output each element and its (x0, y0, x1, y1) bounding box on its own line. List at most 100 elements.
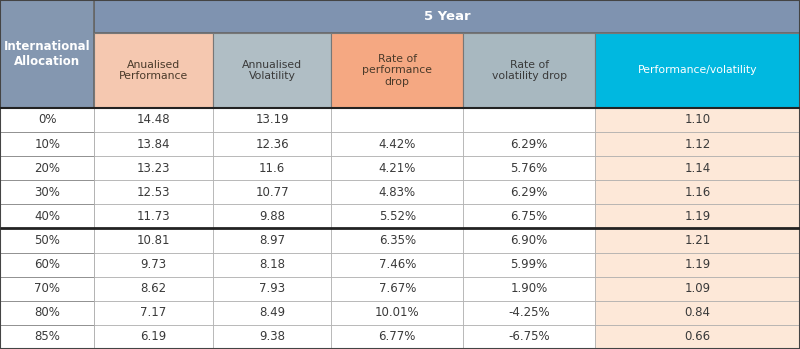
Text: Anualised
Performance: Anualised Performance (119, 60, 188, 81)
Text: 1.19: 1.19 (685, 210, 710, 223)
Text: 6.29%: 6.29% (510, 186, 548, 199)
Text: 9.73: 9.73 (141, 258, 166, 271)
Text: 6.35%: 6.35% (378, 234, 416, 247)
Text: 10.01%: 10.01% (375, 306, 419, 319)
Bar (0, 108, 94, 132)
Text: 6.75%: 6.75% (510, 210, 548, 223)
Bar (595, 204, 800, 228)
Text: 8.18: 8.18 (259, 258, 285, 271)
Text: 6.90%: 6.90% (510, 234, 548, 247)
Bar (595, 132, 800, 156)
Text: 30%: 30% (34, 186, 60, 199)
Bar (0, 253, 94, 277)
Bar (463, 325, 595, 349)
Bar (331, 253, 463, 277)
Bar (463, 253, 595, 277)
Bar (331, 204, 463, 228)
Text: Annualised
Volatility: Annualised Volatility (242, 60, 302, 81)
Bar (331, 180, 463, 204)
Bar (94, 325, 213, 349)
Text: 5.99%: 5.99% (510, 258, 548, 271)
Text: 80%: 80% (34, 306, 60, 319)
Bar (213, 108, 331, 132)
Bar (213, 180, 331, 204)
Text: 5 Year: 5 Year (424, 10, 470, 23)
Text: 1.14: 1.14 (685, 162, 710, 174)
Bar (94, 253, 213, 277)
Bar (331, 325, 463, 349)
Text: 1.09: 1.09 (685, 282, 710, 295)
Text: 40%: 40% (34, 210, 60, 223)
Text: 0%: 0% (38, 113, 57, 126)
Text: Performance/volatility: Performance/volatility (638, 65, 758, 75)
Text: 10.81: 10.81 (137, 234, 170, 247)
Text: 13.19: 13.19 (255, 113, 289, 126)
Text: 13.23: 13.23 (137, 162, 170, 174)
Text: 4.83%: 4.83% (378, 186, 416, 199)
Bar (463, 156, 595, 180)
Text: 1.19: 1.19 (685, 258, 710, 271)
Bar (331, 277, 463, 301)
Text: 1.10: 1.10 (685, 113, 710, 126)
Text: 10.77: 10.77 (255, 186, 289, 199)
Bar (94, 108, 213, 132)
Text: 0.66: 0.66 (685, 331, 710, 343)
Bar (0, 229, 94, 253)
Text: Rate of
volatility drop: Rate of volatility drop (492, 60, 566, 81)
Text: 5.52%: 5.52% (378, 210, 416, 223)
Bar (331, 33, 463, 108)
Text: 7.46%: 7.46% (378, 258, 416, 271)
Bar (94, 180, 213, 204)
Text: 9.88: 9.88 (259, 210, 285, 223)
Text: 0.84: 0.84 (685, 306, 710, 319)
Bar (213, 132, 331, 156)
Bar (213, 33, 331, 108)
Text: 4.21%: 4.21% (378, 162, 416, 174)
Bar (94, 132, 213, 156)
Text: 8.97: 8.97 (259, 234, 285, 247)
Text: 1.90%: 1.90% (510, 282, 548, 295)
Text: 13.84: 13.84 (137, 138, 170, 150)
Text: 7.17: 7.17 (141, 306, 166, 319)
Bar (595, 180, 800, 204)
Bar (595, 156, 800, 180)
Text: 70%: 70% (34, 282, 60, 295)
Bar (94, 33, 213, 108)
Text: 12.36: 12.36 (255, 138, 289, 150)
Text: -6.75%: -6.75% (508, 331, 550, 343)
Bar (94, 229, 213, 253)
Text: International
Allocation: International Allocation (4, 40, 90, 68)
Bar (331, 108, 463, 132)
Bar (0, 132, 94, 156)
Bar (94, 204, 213, 228)
Bar (0, 156, 94, 180)
Bar (0, 204, 94, 228)
Text: 6.77%: 6.77% (378, 331, 416, 343)
Bar (463, 277, 595, 301)
Text: 14.48: 14.48 (137, 113, 170, 126)
Text: 7.93: 7.93 (259, 282, 285, 295)
Bar (463, 180, 595, 204)
Bar (94, 156, 213, 180)
Bar (595, 277, 800, 301)
Bar (463, 301, 595, 325)
Bar (463, 229, 595, 253)
Text: 1.12: 1.12 (685, 138, 710, 150)
Text: 20%: 20% (34, 162, 60, 174)
Bar (595, 229, 800, 253)
Text: 11.6: 11.6 (259, 162, 285, 174)
Bar (0, 277, 94, 301)
Bar (595, 33, 800, 108)
Text: 10%: 10% (34, 138, 60, 150)
Text: 60%: 60% (34, 258, 60, 271)
Bar (331, 229, 463, 253)
Bar (94, 0, 800, 33)
Text: 6.19: 6.19 (141, 331, 166, 343)
Text: 8.49: 8.49 (259, 306, 285, 319)
Bar (213, 325, 331, 349)
Bar (0, 301, 94, 325)
Bar (0, 0, 94, 108)
Bar (463, 132, 595, 156)
Bar (595, 108, 800, 132)
Text: 4.42%: 4.42% (378, 138, 416, 150)
